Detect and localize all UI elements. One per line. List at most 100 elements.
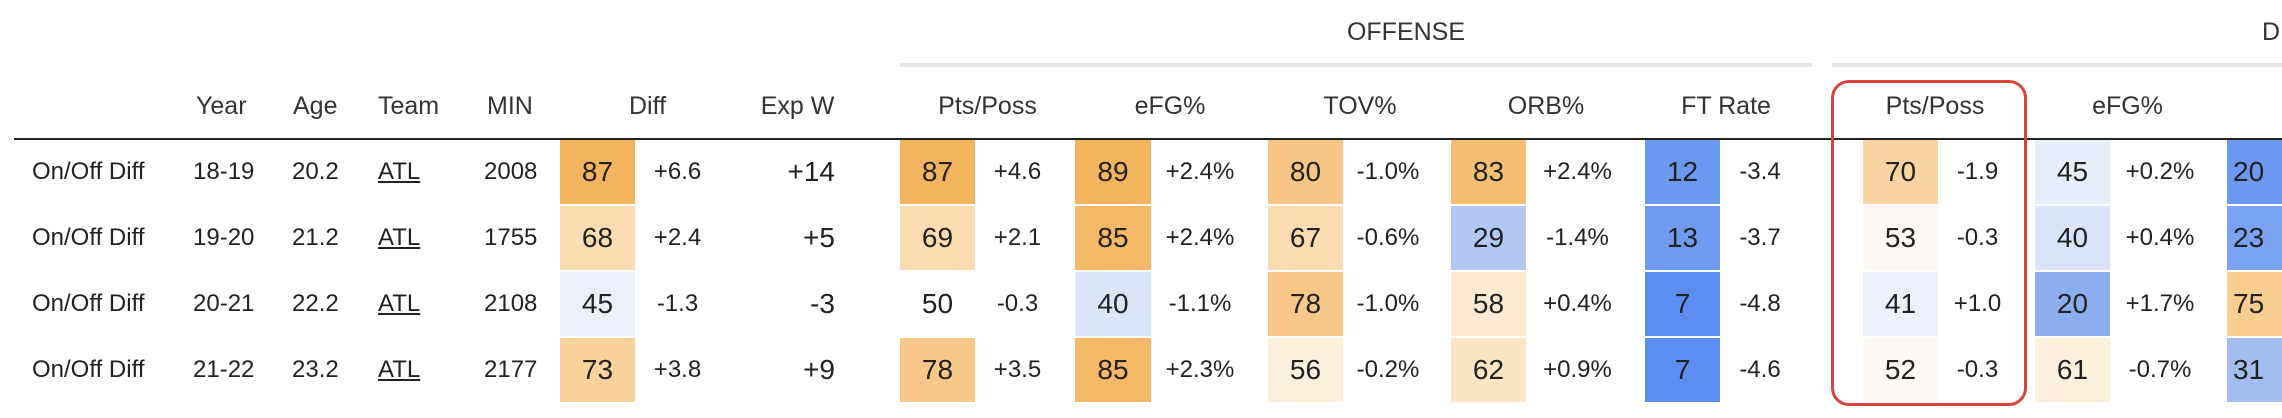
row-label: On/Off Diff [32,224,145,251]
team-link[interactable]: ATL [378,224,421,251]
expw-cell: +14 [787,156,836,187]
def-pts-poss-percentile-cell: 41 [1863,272,1938,336]
min-cell: 2177 [484,356,538,383]
off-tov-value-cell: -0.6% [1356,224,1420,251]
col-header-team[interactable]: Team [378,92,440,120]
off-efg-value-cell: -1.1% [1168,290,1232,317]
off-orb-percentile-cell: 29 [1451,206,1526,270]
def-efg-percentile-cell: 20 [2035,272,2110,336]
row-label: On/Off Diff [32,290,145,317]
off-ft-rate-percentile-cell: 7 [1645,272,1720,336]
def-pts-poss-percentile-cell: 53 [1863,206,1938,270]
group-header-offense: OFFENSE [1346,18,1466,46]
off-orb-value-cell: +2.4% [1543,158,1612,185]
col-header-def-efg[interactable]: eFG% [2092,92,2163,120]
off-tov-percentile-cell: 56 [1268,338,1343,402]
group-underline-defense [1832,63,2282,67]
off-tov-percentile-cell: 67 [1268,206,1343,270]
col-header-year[interactable]: Year [196,92,247,120]
diff-percentile-cell: 45 [560,272,635,336]
off-efg-percentile-cell: 40 [1075,272,1151,336]
col-header-off-tov[interactable]: TOV% [1323,92,1397,120]
off-ft-rate-value-cell: -4.6 [1739,356,1781,383]
def-next-percentile-cell: 20 [2227,140,2282,204]
col-header-expw[interactable]: Exp W [760,92,835,120]
header-divider [14,138,2282,140]
min-cell: 1755 [484,224,538,251]
off-tov-value-cell: -1.0% [1356,158,1420,185]
team-link[interactable]: ATL [378,158,421,185]
def-next-percentile-cell: 75 [2227,272,2282,336]
diff-percentile-cell: 87 [560,140,635,204]
age-cell: 20.2 [292,158,339,185]
off-ft-rate-value-cell: -3.4 [1739,158,1781,185]
def-next-percentile-cell: 23 [2227,206,2282,270]
age-cell: 21.2 [292,224,339,251]
off-tov-value-cell: -0.2% [1356,356,1420,383]
table-row: On/Off Diff 19-20 21.2 ATL 1755 68 +2.4 … [0,206,2282,272]
year-cell: 18-19 [193,158,255,185]
team-link[interactable]: ATL [378,290,421,317]
off-pts-poss-value-cell: +2.1 [993,224,1042,251]
off-efg-percentile-cell: 85 [1075,206,1151,270]
off-pts-poss-value-cell: -0.3 [996,290,1039,317]
def-efg-value-cell: +0.2% [2125,158,2195,185]
year-cell: 20-21 [193,290,255,317]
year-cell: 21-22 [193,356,255,383]
off-orb-percentile-cell: 62 [1451,338,1526,402]
def-pts-poss-value-cell: +1.0 [1953,290,2002,317]
min-cell: 2008 [484,158,538,185]
col-header-off-efg[interactable]: eFG% [1134,92,1206,120]
off-orb-percentile-cell: 58 [1451,272,1526,336]
table-row: On/Off Diff 20-21 22.2 ATL 2108 45 -1.3 … [0,272,2282,338]
def-pts-poss-value-cell: -0.3 [1956,224,1999,251]
col-header-off-ft-rate[interactable]: FT Rate [1681,92,1771,120]
expw-cell: -3 [810,288,835,319]
diff-percentile-cell: 68 [560,206,635,270]
off-efg-value-cell: +2.3% [1165,356,1235,383]
group-underline-offense [900,63,1812,67]
expw-cell: +5 [803,222,835,253]
off-pts-poss-percentile-cell: 78 [900,338,975,402]
def-efg-percentile-cell: 61 [2035,338,2110,402]
col-header-off-orb[interactable]: ORB% [1507,92,1585,120]
off-efg-value-cell: +2.4% [1165,158,1235,185]
off-tov-percentile-cell: 78 [1268,272,1343,336]
off-ft-rate-value-cell: -4.8 [1739,290,1781,317]
age-cell: 23.2 [292,356,339,383]
diff-value-cell: +2.4 [653,224,702,251]
col-header-def-pts-poss[interactable]: Pts/Poss [1885,92,1985,120]
def-efg-percentile-cell: 40 [2035,206,2110,270]
off-ft-rate-value-cell: -3.7 [1739,224,1781,251]
off-pts-poss-percentile-cell: 87 [900,140,975,204]
off-efg-value-cell: +2.4% [1165,224,1235,251]
col-header-age[interactable]: Age [293,92,338,120]
def-pts-poss-percentile-cell: 52 [1863,338,1938,402]
table-row: On/Off Diff 18-19 20.2 ATL 2008 87 +6.6 … [0,140,2282,206]
off-pts-poss-percentile-cell: 69 [900,206,975,270]
def-efg-value-cell: -0.7% [2128,356,2192,383]
diff-percentile-cell: 73 [560,338,635,402]
def-next-percentile-cell: 31 [2227,338,2282,402]
row-label: On/Off Diff [32,158,145,185]
def-efg-value-cell: +0.4% [2125,224,2195,251]
off-pts-poss-percentile-cell: 50 [921,288,954,319]
col-header-off-pts-poss[interactable]: Pts/Poss [938,92,1037,120]
off-efg-percentile-cell: 89 [1075,140,1151,204]
col-header-diff[interactable]: Diff [628,92,667,120]
off-efg-percentile-cell: 85 [1075,338,1151,402]
min-cell: 2108 [484,290,538,317]
off-ft-rate-percentile-cell: 12 [1645,140,1720,204]
off-orb-value-cell: +0.4% [1543,290,1612,317]
diff-value-cell: +3.8 [653,356,702,383]
off-tov-value-cell: -1.0% [1356,290,1420,317]
age-cell: 22.2 [292,290,339,317]
row-label: On/Off Diff [32,356,145,383]
diff-value-cell: +6.6 [653,158,702,185]
year-cell: 19-20 [193,224,255,251]
off-tov-percentile-cell: 80 [1268,140,1343,204]
def-pts-poss-value-cell: -1.9 [1956,158,1999,185]
team-link[interactable]: ATL [378,356,421,383]
diff-value-cell: -1.3 [656,290,699,317]
col-header-min[interactable]: MIN [487,92,533,120]
